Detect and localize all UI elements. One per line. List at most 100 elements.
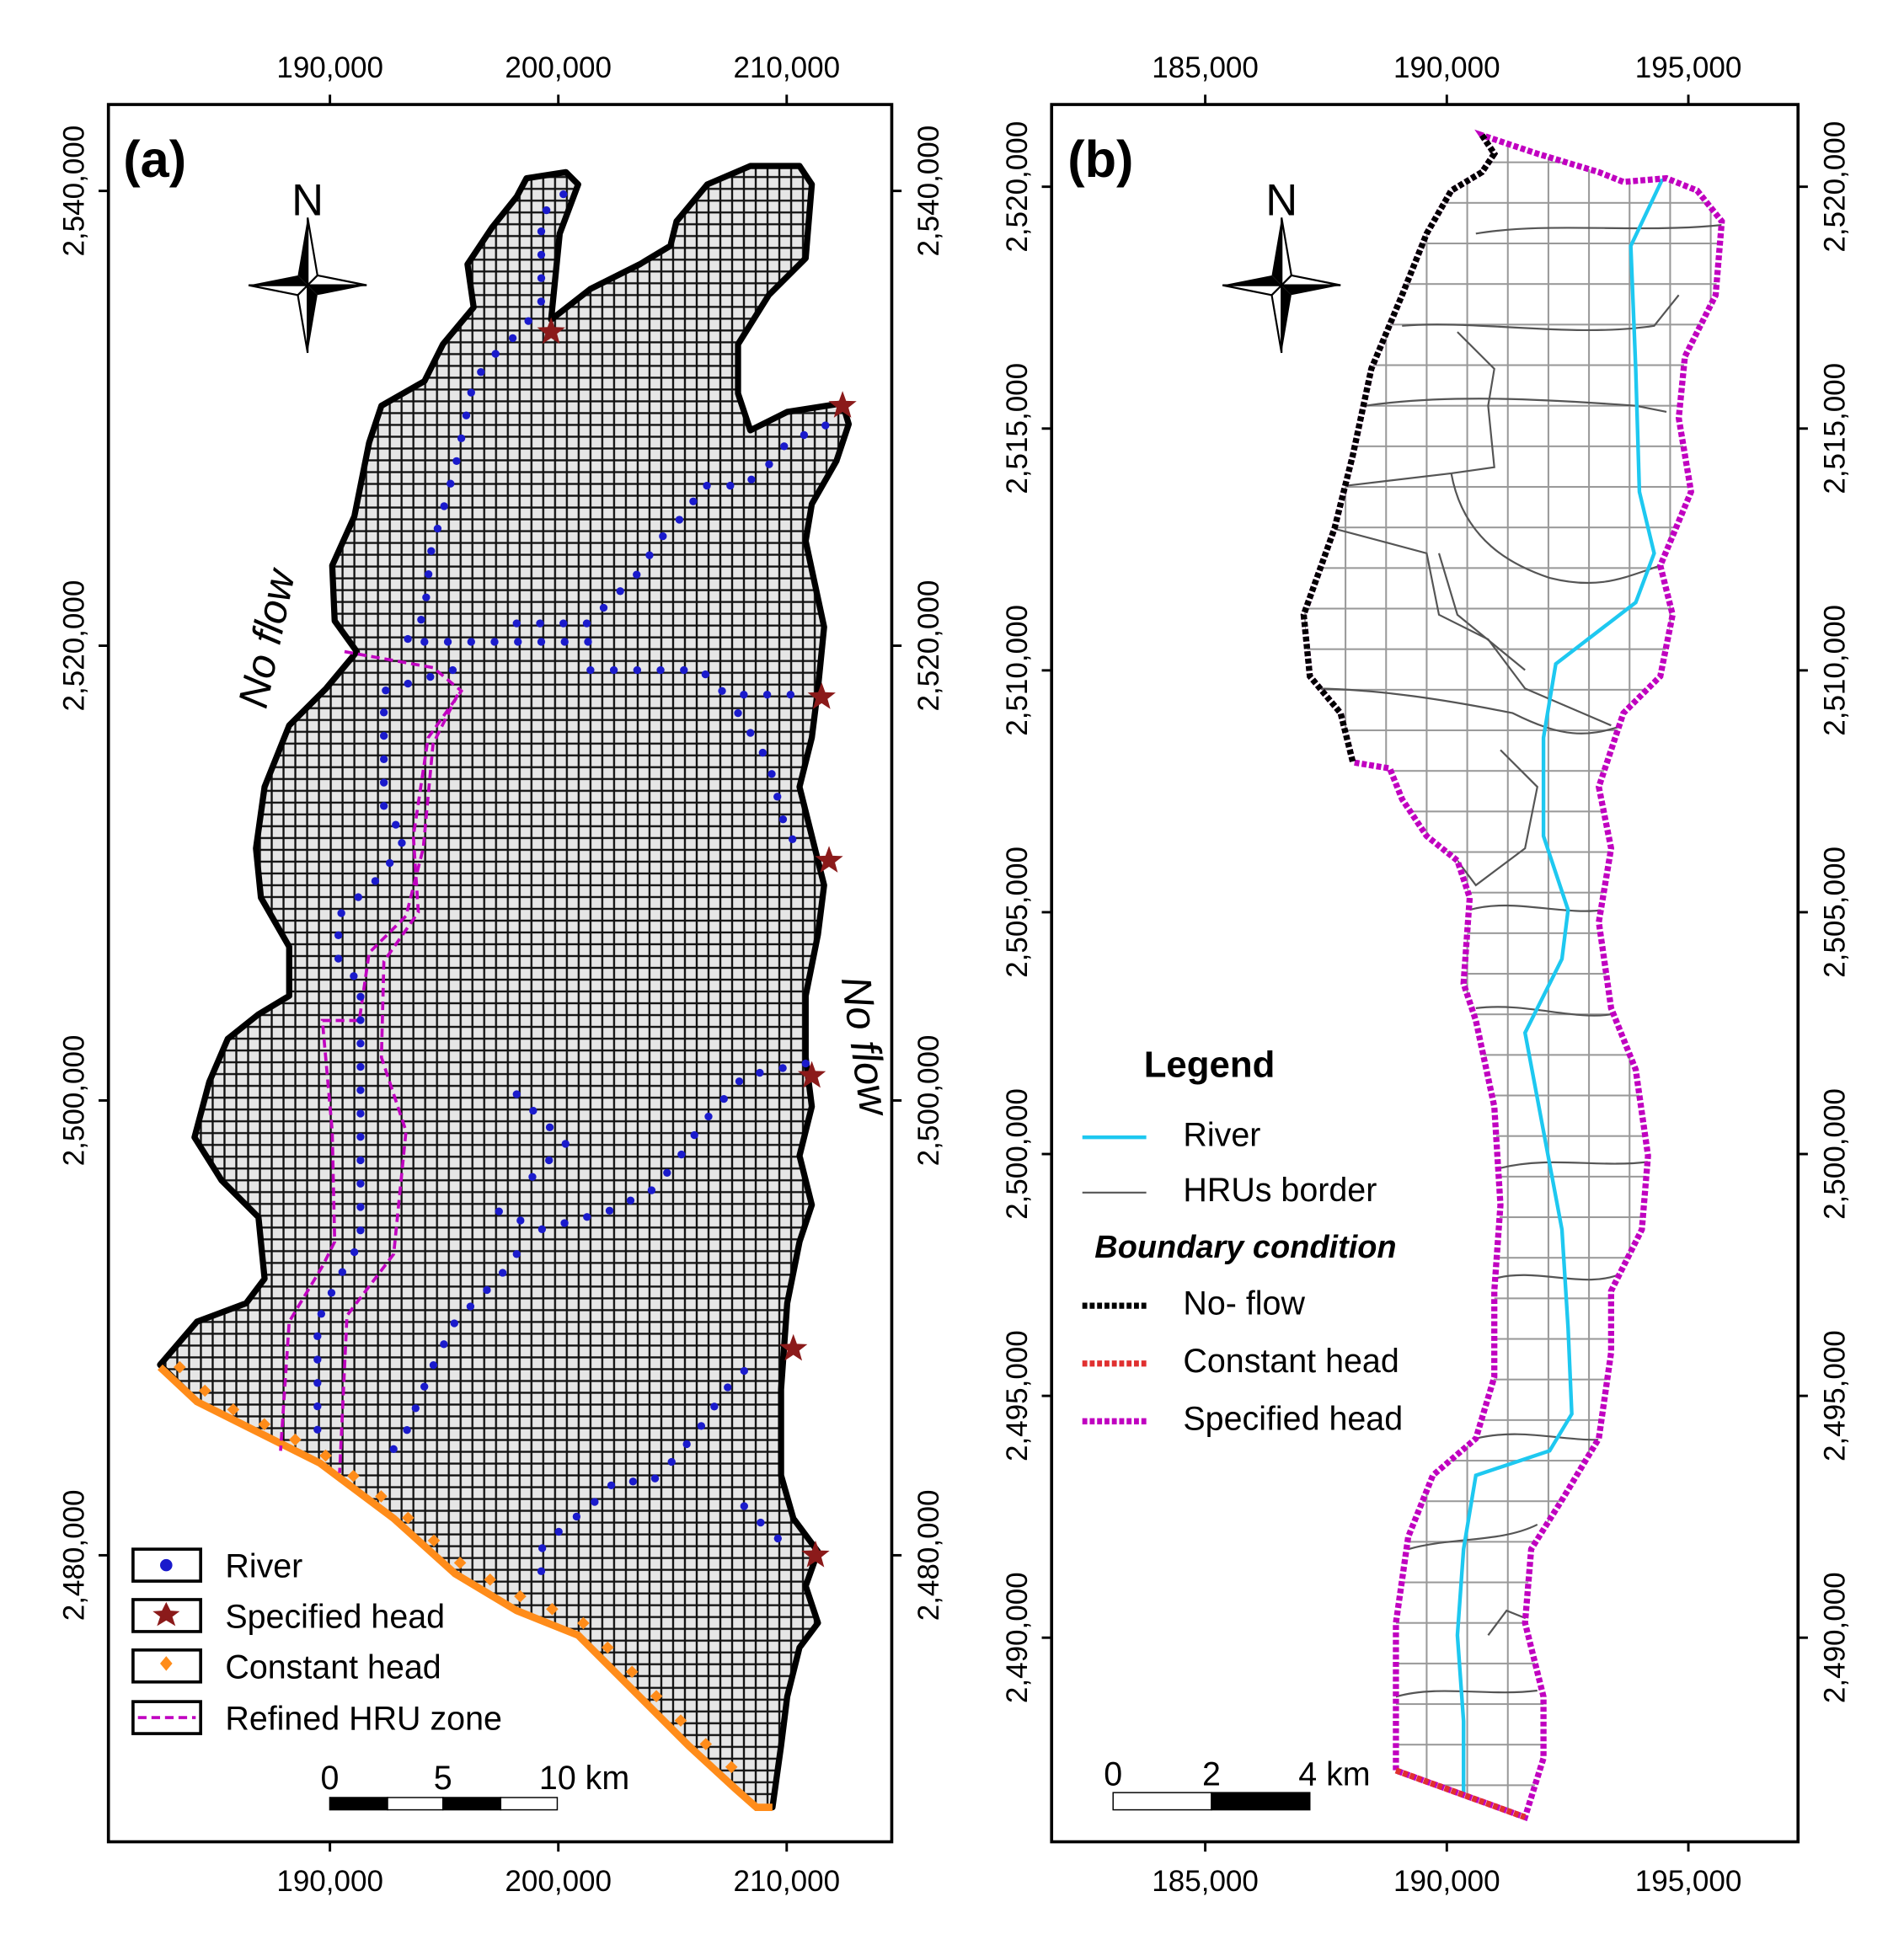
river-cell [545, 1123, 554, 1132]
river-cell [780, 442, 789, 451]
river-cell [746, 729, 755, 737]
river-cell [538, 1544, 547, 1552]
map-frame [106, 103, 894, 1844]
specified-head-cell [537, 317, 565, 345]
x-tick-label: 200,000 [505, 1865, 612, 1898]
river-cell [677, 1150, 686, 1159]
legend-symbol [152, 1601, 180, 1627]
river-cell [633, 665, 642, 675]
river-cell [389, 1445, 398, 1453]
river-cell [337, 909, 345, 917]
y-tick-label: 2,505,000 [1819, 847, 1852, 978]
river-cell [404, 679, 412, 688]
y-tick-label: 2,500,000 [1819, 1088, 1852, 1220]
constant-head-cell [289, 1433, 302, 1446]
constant-head-cell [514, 1589, 527, 1603]
scale-segment [387, 1797, 444, 1811]
river-cell [734, 708, 742, 718]
y-tick-label: 2,540,000 [912, 126, 945, 257]
river-cell [422, 593, 431, 601]
river-cell [356, 1133, 365, 1141]
river-cell [680, 665, 688, 675]
river-cell [724, 1383, 732, 1392]
legend: Legend River HRUs border Boundary condit… [1082, 1044, 1403, 1438]
river-cell [356, 1203, 365, 1211]
specified-head-cell [815, 846, 843, 873]
river-cell [740, 691, 748, 699]
river-cell [740, 1366, 748, 1376]
x-tick-label: 195,000 [1635, 1865, 1742, 1898]
scale-segment [329, 1797, 388, 1811]
river-cell [591, 1498, 599, 1506]
river-cell [354, 893, 362, 901]
river-cell [385, 858, 394, 868]
x-tick-label: 190,000 [1393, 1865, 1500, 1898]
hru-borders [1309, 224, 1722, 1698]
river-cell [605, 1206, 614, 1215]
x-tick-label: 210,000 [733, 1865, 840, 1898]
river-cell [537, 1567, 546, 1575]
river-cell [726, 481, 735, 490]
river-cell [650, 1474, 660, 1483]
river-cell [334, 954, 343, 963]
river-cell [382, 687, 390, 695]
river-cell [495, 1207, 503, 1215]
river-cell [582, 619, 591, 628]
constant-head-cell [198, 1384, 211, 1397]
river-cell [765, 460, 773, 468]
river-cell [537, 250, 546, 259]
river-cell [443, 638, 452, 646]
river-cell [559, 190, 568, 199]
river-cell [317, 1310, 326, 1318]
river-cell [572, 1512, 581, 1521]
y-tick-label: 2,480,000 [912, 1489, 945, 1621]
river-cell [647, 1186, 656, 1194]
river-cell [466, 1302, 475, 1311]
river-cell [659, 532, 667, 541]
river-cell [356, 992, 365, 1001]
river-cell [508, 334, 517, 343]
river-cell [626, 1196, 635, 1205]
legend-label: River [1183, 1116, 1260, 1153]
river-cell [537, 297, 546, 306]
river-cell [719, 1094, 728, 1103]
y-tick-label: 2,480,000 [58, 1489, 91, 1621]
river-cell [663, 1168, 671, 1178]
scale-label: 5 [434, 1760, 452, 1797]
river-cell [338, 1268, 346, 1276]
legend-label: No- flow [1183, 1285, 1305, 1322]
y-tick-label: 2,495,000 [1819, 1330, 1852, 1461]
river-cell [334, 931, 343, 940]
legend-title: Legend [1144, 1044, 1276, 1086]
river-cell [483, 1285, 491, 1295]
river-cell [773, 1534, 782, 1543]
river-cell [767, 770, 776, 778]
specified-head-cells [537, 317, 857, 1568]
river-cell [356, 1086, 365, 1094]
y-tick-label: 2,500,000 [1001, 1088, 1034, 1220]
river-cell [356, 1156, 365, 1165]
scale-label: 10 km [539, 1760, 629, 1797]
river-cell [356, 1039, 365, 1048]
river-cell [821, 421, 830, 430]
refined-hru-zone [279, 693, 459, 1451]
river-cell [667, 1457, 676, 1467]
legend-symbol [159, 1558, 173, 1572]
river-cell [537, 638, 546, 646]
y-tick-label: 2,495,000 [1001, 1330, 1034, 1461]
river-cell [356, 1062, 365, 1071]
river-cell [778, 815, 788, 824]
river-cell [747, 475, 756, 484]
river-cell [778, 1064, 787, 1072]
legend-label: Constant head [1183, 1343, 1399, 1380]
constant-head-cell [546, 1602, 559, 1616]
scale-segment [441, 1797, 502, 1811]
scale-label: 4 km [1298, 1755, 1370, 1792]
constant-head-cell [174, 1360, 186, 1374]
river-cell [411, 1404, 420, 1413]
river-cell [599, 603, 608, 612]
river-cell [762, 691, 772, 699]
river-cell [801, 1059, 810, 1068]
constant-head-boundary [1394, 1767, 1527, 1820]
